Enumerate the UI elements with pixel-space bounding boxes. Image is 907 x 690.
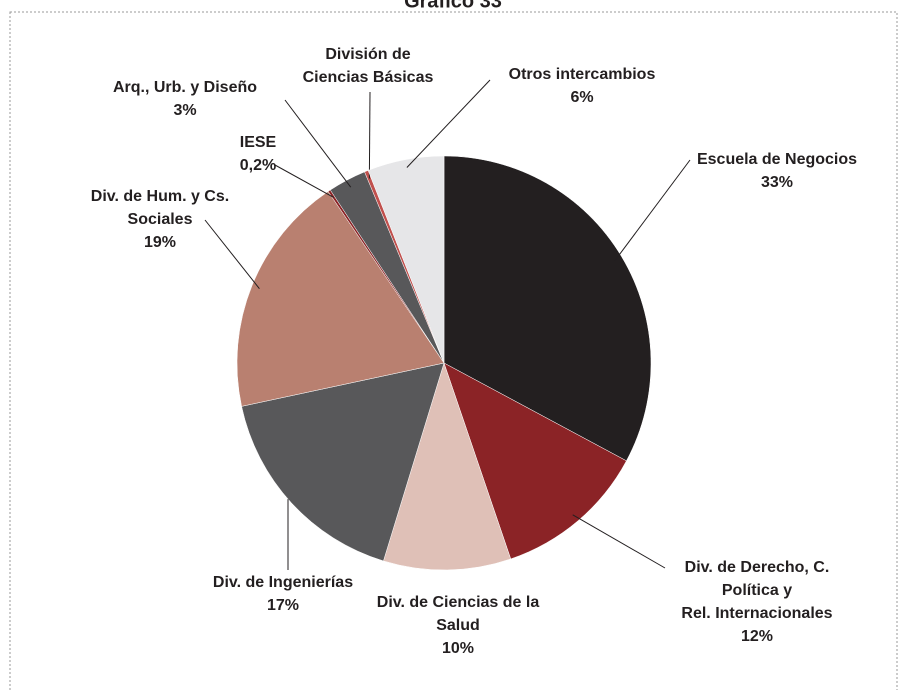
value-label: 19%	[144, 234, 176, 251]
slice-label: División de Ciencias Básicas	[303, 46, 434, 86]
leader-line	[368, 91, 371, 179]
leader-line	[572, 514, 666, 569]
slice-label: Otros intercambios	[509, 66, 656, 83]
pie-slice	[443, 362, 627, 560]
value-label: 17%	[267, 597, 299, 614]
frame	[9, 11, 898, 690]
leader-line	[614, 159, 691, 262]
pie-slice	[383, 362, 512, 571]
value-label: 12%	[741, 628, 773, 645]
slice-label: Div. de Ciencias de la Salud	[377, 594, 540, 634]
slice-label: IESE	[240, 134, 277, 151]
slice-label: Arq., Urb. y Diseño	[113, 79, 257, 96]
slice-label: Div. de Hum. y Cs. Sociales	[91, 188, 229, 228]
pie-slice	[443, 155, 652, 462]
slice-label: Escuela de Negocios	[697, 151, 857, 168]
leader-line	[406, 79, 491, 168]
value-label: 6%	[570, 89, 593, 106]
leader-line	[204, 219, 260, 289]
value-label: 10%	[442, 640, 474, 657]
leader-line	[274, 164, 334, 198]
pie-slice	[241, 362, 445, 562]
value-label: 33%	[761, 174, 793, 191]
pie-slice	[236, 191, 445, 407]
slice-label: Div. de Ingenierías	[213, 574, 353, 591]
pie-slice	[367, 155, 445, 364]
value-label: 0,2%	[240, 157, 276, 174]
value-label: 3%	[173, 102, 196, 119]
chart-title: Gráfico 33	[404, 0, 502, 12]
slice-label: Div. de Derecho, C. Política y Rel. Intern…	[681, 559, 832, 622]
leader-line	[284, 99, 352, 188]
